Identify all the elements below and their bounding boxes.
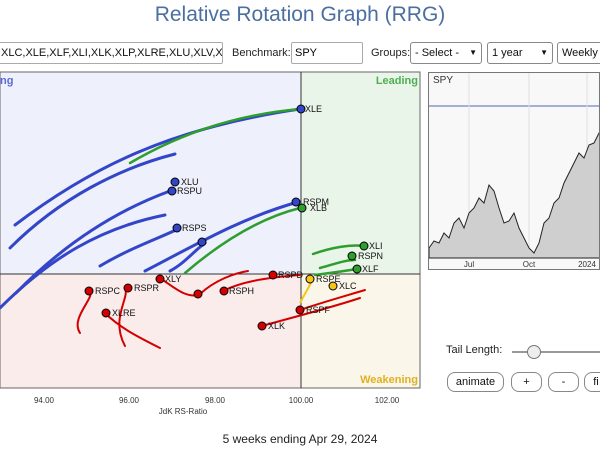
tail-path: [224, 274, 301, 291]
point-label: XLF: [362, 264, 379, 274]
weakening-quadrant: [301, 274, 420, 388]
chevron-down-icon: ▼: [469, 48, 477, 57]
point-label: RSPD: [278, 270, 304, 280]
point-label: XLY: [165, 274, 181, 284]
point-labels: XLE XLU RSPU RSPS RSPM XLB XLI RSPN XLF …: [95, 104, 383, 331]
head-marker[interactable]: [219, 286, 229, 296]
point-label: XLB: [310, 203, 327, 213]
benchmark-label: Benchmark:: [232, 47, 291, 59]
spy-x-tick: Jul: [464, 260, 474, 269]
benchmark-input[interactable]: SPY: [291, 42, 363, 64]
blue-tails: [0, 107, 302, 310]
x-tick-label: 102.00: [375, 396, 400, 405]
head-marker[interactable]: [295, 305, 305, 315]
period-select[interactable]: 1 year ▼: [487, 42, 553, 64]
groups-select-value: - Select -: [415, 47, 460, 59]
head-marker[interactable]: [123, 283, 133, 293]
tail-length-slider-handle[interactable]: [527, 345, 541, 359]
spy-x-axis: Jul Oct 2024: [464, 260, 597, 269]
tail-path: [128, 107, 304, 165]
spy-x-tick: 2024: [578, 260, 596, 269]
lagging-quadrant: [0, 274, 301, 388]
point-label: XLU: [181, 177, 199, 187]
frequency-select[interactable]: Weekly: [557, 42, 600, 64]
head-marker[interactable]: [84, 286, 94, 296]
weakening-label: Weakening: [360, 374, 418, 386]
x-axis-title: JdK RS-Ratio: [159, 407, 208, 416]
point-label: RSPM: [303, 197, 329, 207]
point-label: XLI: [369, 241, 383, 251]
tail-path: [104, 312, 161, 349]
frequency-select-value: Weekly: [562, 47, 598, 59]
minus-button[interactable]: -: [548, 372, 579, 392]
leading-quadrant: [301, 72, 420, 274]
symbols-input[interactable]: XLC,XLE,XLF,XLI,XLK,XLP,XLRE,XLU,XLV,XLB: [0, 42, 223, 64]
point-label: RSPH: [229, 286, 254, 296]
tail-path: [299, 289, 366, 311]
animate-button[interactable]: animate: [447, 372, 504, 392]
spy-x-tick: Oct: [523, 260, 536, 269]
spy-chart-symbol: SPY: [433, 75, 454, 86]
head-marker[interactable]: [347, 251, 357, 261]
x-tick-label: 100.00: [289, 396, 314, 405]
head-marker[interactable]: [170, 177, 180, 187]
point-label: RSPC: [95, 286, 121, 296]
groups-select[interactable]: - Select - ▼: [410, 42, 482, 64]
head-marker[interactable]: [352, 264, 362, 274]
spy-price-area: [429, 132, 599, 259]
head-marker[interactable]: [101, 308, 111, 318]
point-label: XLRE: [112, 308, 136, 318]
tail-path: [143, 200, 300, 273]
head-marker[interactable]: [291, 197, 301, 207]
tail-path: [261, 297, 361, 327]
period-select-value: 1 year: [492, 47, 523, 59]
head-marker[interactable]: [155, 274, 165, 284]
page-title: Relative Rotation Graph (RRG): [154, 3, 446, 26]
plus-button[interactable]: +: [511, 372, 542, 392]
head-markers: [84, 104, 369, 331]
point-label: RSPR: [134, 283, 160, 293]
groups-label: Groups:: [371, 47, 411, 59]
x-tick-label: 96.00: [119, 396, 140, 405]
leading-label: Leading: [376, 75, 418, 87]
tail-path: [0, 213, 167, 310]
point-label: RSPU: [177, 186, 202, 196]
tail-path: [183, 206, 302, 275]
plot-frame: [0, 71, 421, 389]
head-marker[interactable]: [257, 321, 267, 331]
point-label: RSPF: [306, 305, 331, 315]
improving-quadrant: [0, 72, 301, 274]
tail-path: [199, 270, 249, 295]
head-marker[interactable]: [297, 203, 307, 213]
head-marker[interactable]: [328, 281, 338, 291]
point-label: XLC: [339, 281, 357, 291]
point-label: XLK: [268, 321, 285, 331]
tail-path: [8, 152, 177, 250]
head-marker[interactable]: [197, 237, 207, 247]
head-marker[interactable]: [359, 241, 369, 251]
point-label: RSPE: [316, 274, 341, 284]
x-tick-label: 98.00: [205, 396, 226, 405]
chevron-down-icon: ▼: [540, 48, 548, 57]
x-axis: 94.00 96.00 98.00 100.00 102.00 JdK RS-R…: [34, 396, 400, 416]
spy-chart-svg: Jul Oct 2024: [429, 73, 599, 269]
head-marker[interactable]: [193, 289, 203, 299]
tail-length-label: Tail Length:: [446, 344, 503, 356]
x-tick-label: 94.00: [34, 396, 55, 405]
rrg-chart: Leading Weakening ng: [0, 71, 421, 416]
tail-length-slider-track[interactable]: [512, 351, 600, 353]
fit-button[interactable]: fi: [584, 372, 600, 392]
tail-path: [13, 107, 302, 227]
footer-date: 5 weeks ending Apr 29, 2024: [222, 432, 378, 446]
head-marker[interactable]: [167, 186, 177, 196]
point-label: RSPS: [182, 223, 207, 233]
point-label: RSPN: [358, 251, 383, 261]
spy-price-chart: SPY Jul Oct 2024: [428, 72, 600, 270]
head-marker[interactable]: [305, 274, 315, 284]
point-label: XLE: [305, 104, 322, 114]
head-marker[interactable]: [172, 223, 182, 233]
improving-label: ng: [0, 75, 13, 87]
head-marker[interactable]: [268, 270, 278, 280]
head-marker[interactable]: [296, 104, 306, 114]
